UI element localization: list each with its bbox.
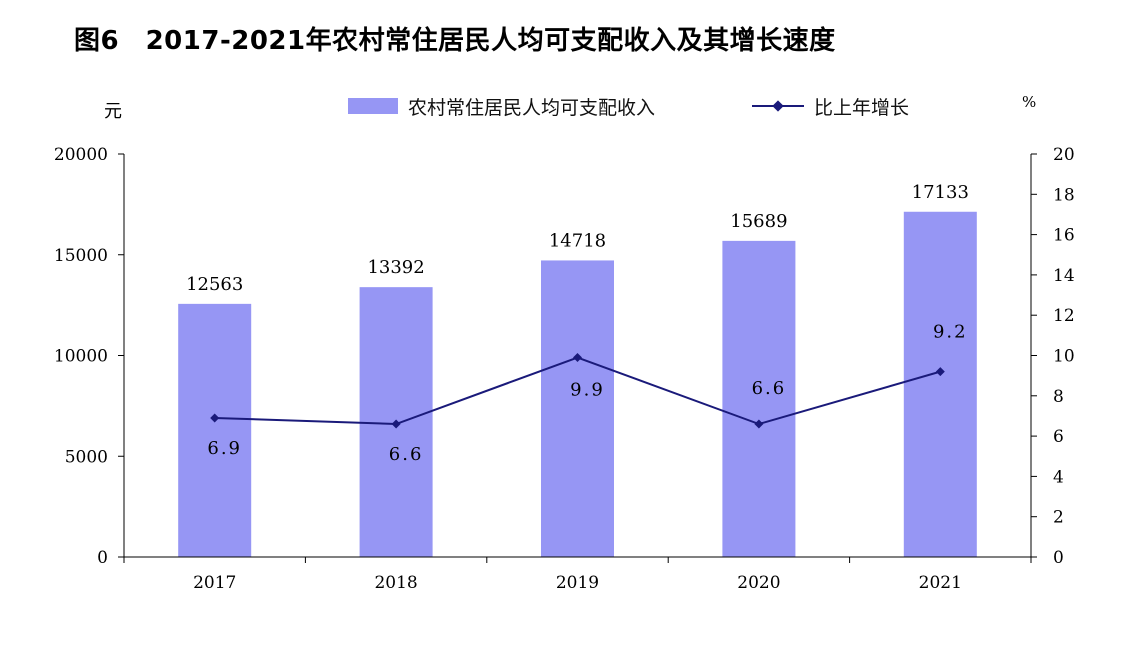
growth-data-label: 6.6 — [752, 378, 787, 399]
bar-2021 — [903, 211, 977, 557]
x-tick-label: 2017 — [193, 573, 236, 593]
bar-data-label: 13392 — [367, 257, 424, 278]
x-tick-label: 2019 — [556, 573, 599, 593]
bar-data-label: 17133 — [912, 182, 969, 203]
chart-title: 图6 2017-2021年农村常住居民人均可支配收入及其增长速度 — [74, 26, 836, 56]
right-tick-label: 20 — [1053, 145, 1075, 165]
x-tick-label: 2021 — [919, 573, 962, 593]
growth-data-label: 9.2 — [933, 322, 968, 343]
right-tick-label: 12 — [1053, 306, 1075, 326]
bar-2017 — [178, 303, 252, 557]
bar-2019 — [541, 260, 614, 557]
chart-legend: 农村常住居民人均可支配收入 比上年增长 — [348, 93, 968, 119]
legend-growth: 比上年增长 — [752, 93, 909, 119]
left-tick-label: 15000 — [54, 246, 108, 266]
bar-data-label: 14718 — [549, 230, 606, 251]
x-tick-label: 2020 — [737, 573, 780, 593]
legend-line-swatch — [752, 100, 804, 112]
legend-bar-swatch — [348, 98, 398, 114]
left-tick-label: 20000 — [54, 145, 108, 165]
growth-point-2019 — [573, 353, 582, 363]
growth-point-2018 — [391, 419, 401, 429]
growth-point-2021 — [935, 367, 945, 377]
right-tick-label: 6 — [1053, 427, 1064, 447]
right-tick-label: 8 — [1053, 387, 1064, 407]
right-tick-label: 4 — [1053, 467, 1064, 487]
legend-income-label: 农村常住居民人均可支配收入 — [408, 96, 656, 119]
growth-point-2017 — [210, 413, 220, 423]
right-tick-label: 10 — [1053, 347, 1075, 367]
growth-data-label: 9.9 — [570, 380, 605, 401]
right-tick-label: 0 — [1053, 548, 1064, 568]
legend-income: 农村常住居民人均可支配收入 — [348, 93, 655, 119]
growth-data-label: 6.9 — [207, 438, 242, 459]
left-tick-label: 5000 — [65, 447, 108, 467]
legend-growth-label: 比上年增长 — [814, 96, 910, 119]
bar-2020 — [722, 240, 796, 558]
growth-data-label: 6.6 — [389, 444, 424, 465]
right-tick-label: 14 — [1053, 266, 1075, 286]
right-tick-label: 16 — [1053, 226, 1075, 246]
left-tick-label: 10000 — [54, 347, 108, 367]
bar-data-label: 12563 — [186, 274, 243, 295]
right-tick-label: 18 — [1053, 185, 1075, 205]
right-tick-label: 2 — [1053, 508, 1064, 528]
right-axis-unit: % — [1022, 93, 1037, 111]
left-tick-label: 0 — [97, 548, 108, 568]
growth-point-2020 — [754, 419, 764, 429]
left-axis-unit: 元 — [104, 101, 122, 122]
x-tick-label: 2018 — [374, 573, 417, 593]
bar-data-label: 15689 — [730, 211, 787, 232]
